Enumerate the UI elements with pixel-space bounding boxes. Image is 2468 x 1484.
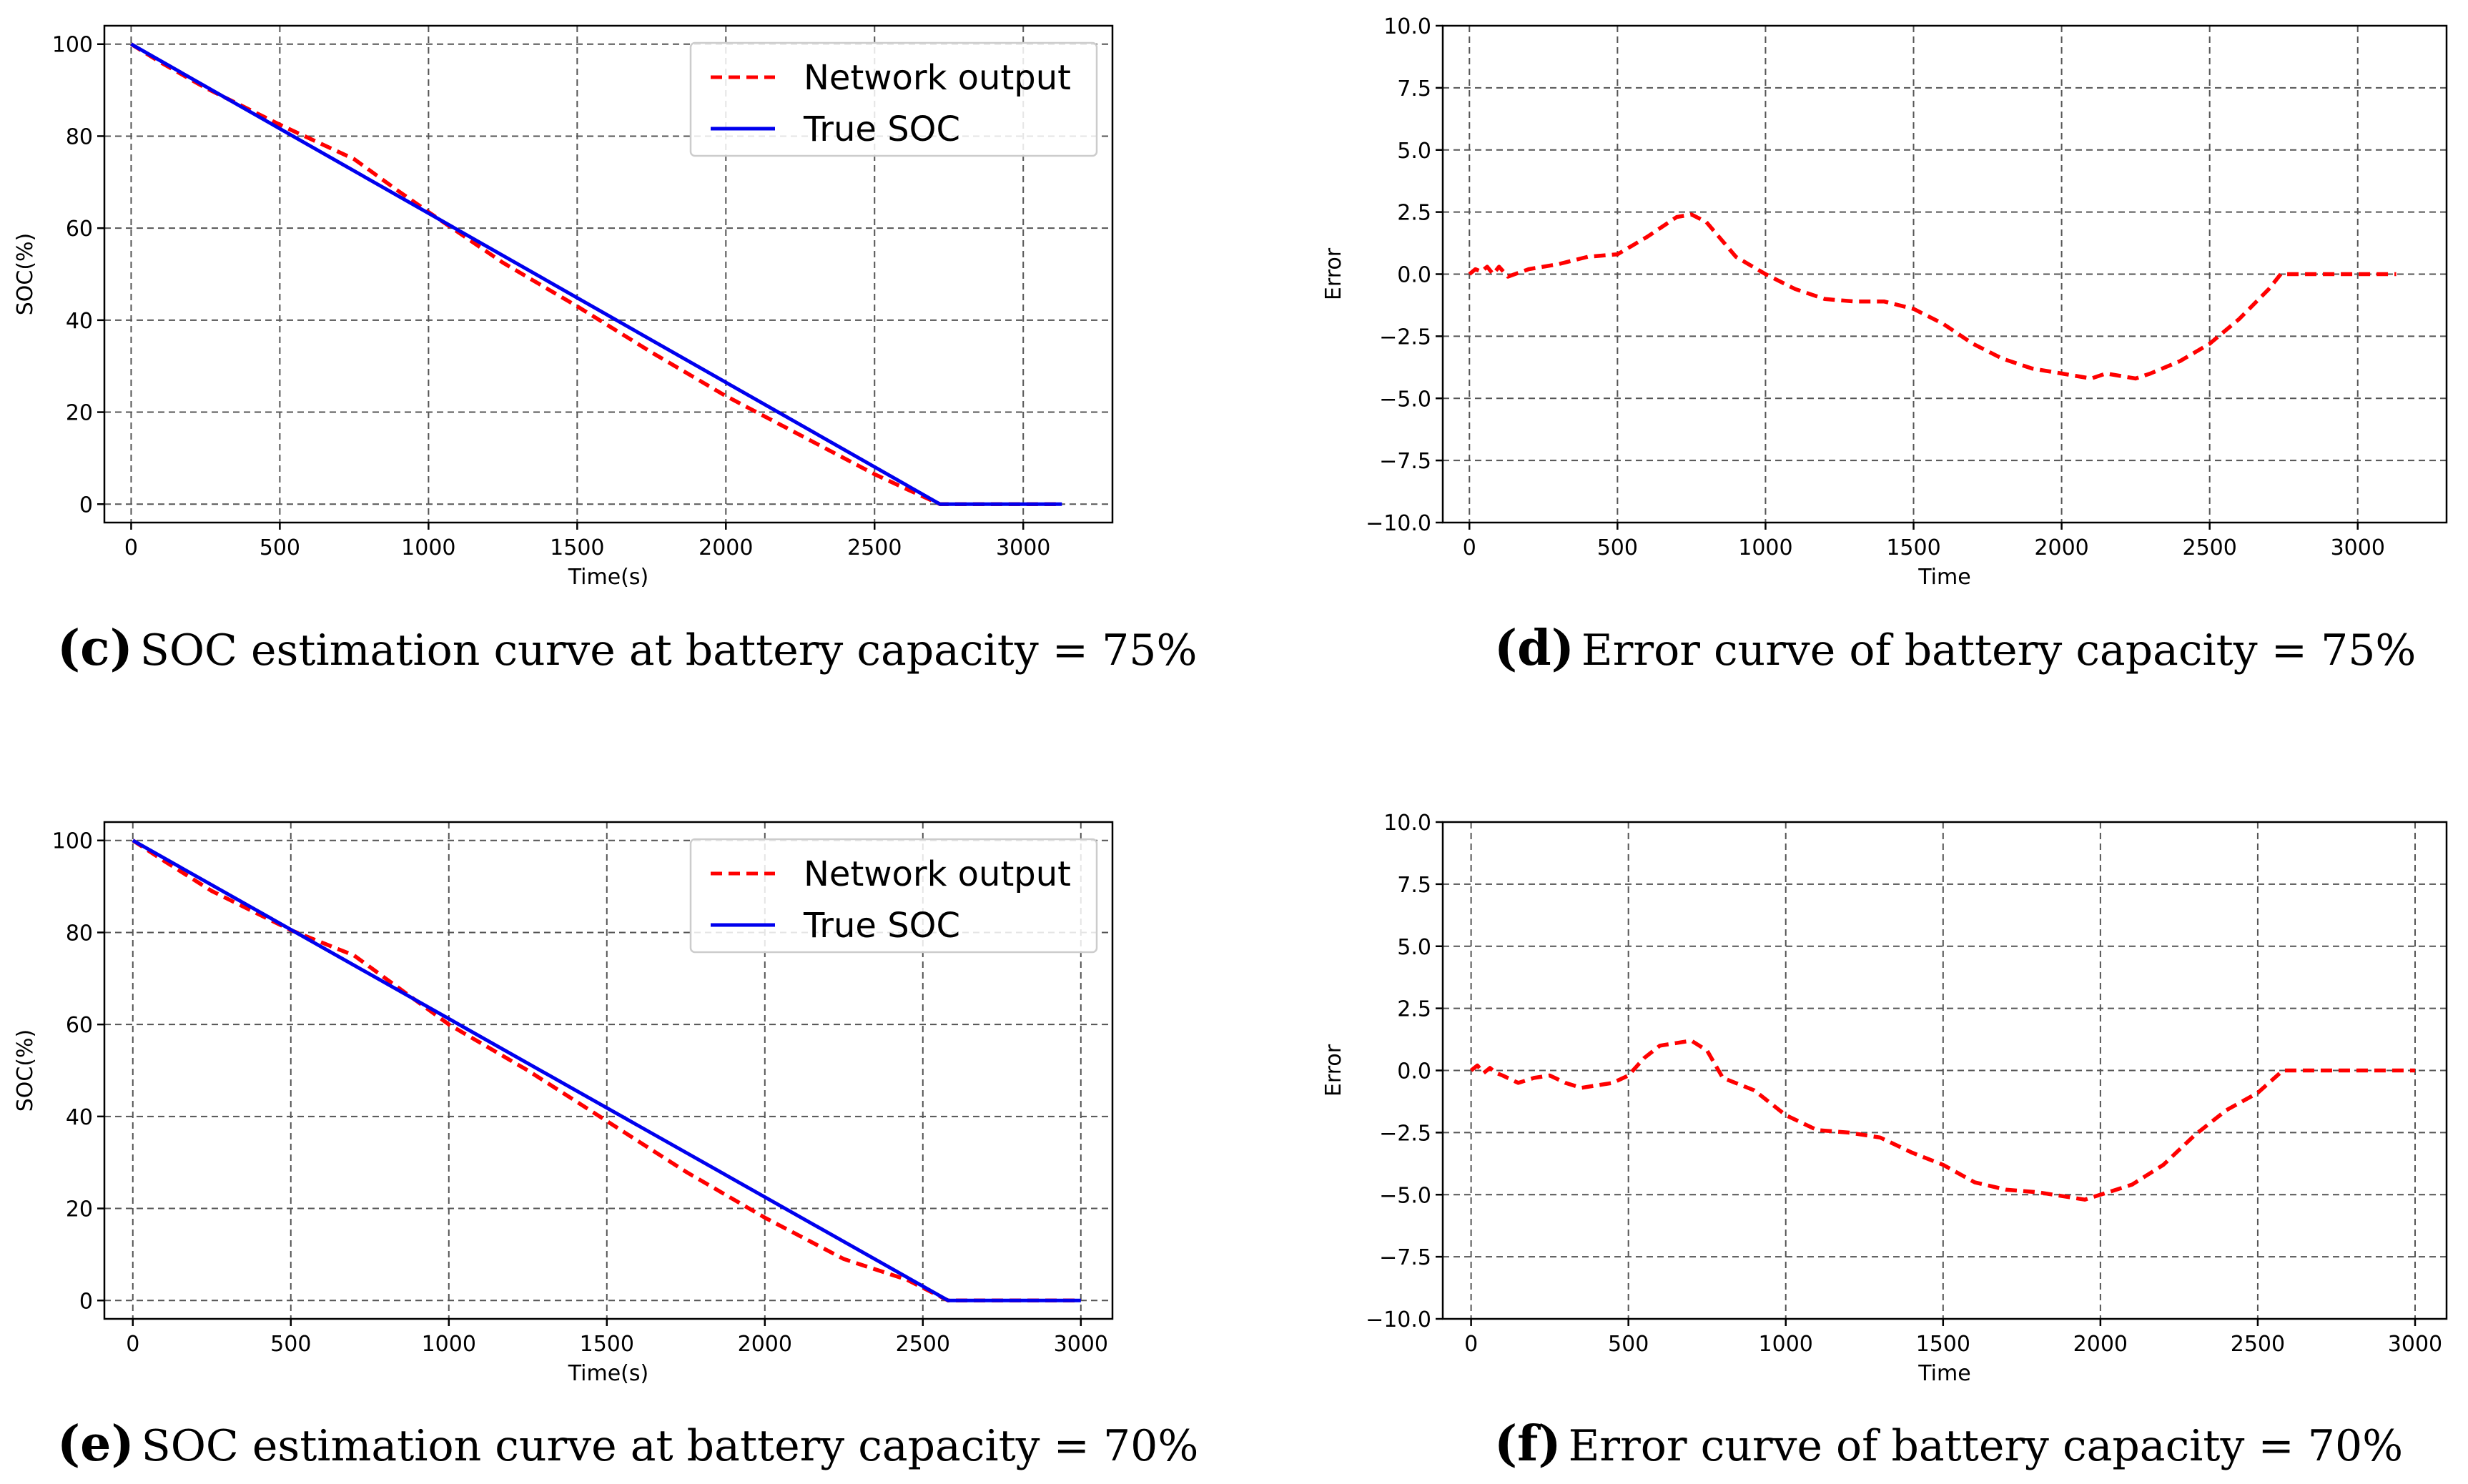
- y-tick-label: 7.5: [1397, 76, 1431, 102]
- panel-e-soc-70: 0 500 1000 1500 2000 2500 3000 0 20 40 60 80 100 Time…: [13, 821, 1198, 1473]
- x-tick-label: 0: [1464, 1332, 1478, 1357]
- y-tick-label: 10.0: [1383, 14, 1431, 39]
- y-tick-label: −2.5: [1379, 1121, 1431, 1146]
- x-tick-label: 1500: [550, 535, 604, 560]
- y-tick-label: 60: [66, 1013, 93, 1038]
- y-tick-label: 7.5: [1397, 873, 1431, 898]
- y-tick-label: 0.0: [1397, 1059, 1431, 1084]
- y-axis-label: Error: [1321, 1044, 1346, 1097]
- y-tick-label: −5.0: [1379, 387, 1431, 412]
- y-axis-label: SOC(%): [13, 1029, 38, 1112]
- y-tick-label: 80: [66, 921, 93, 946]
- y-tick-label: 10.0: [1383, 811, 1431, 836]
- x-tick-label: 1500: [1916, 1332, 1970, 1357]
- legend-box: [689, 41, 1098, 157]
- caption-letter: (f): [1494, 1415, 1561, 1473]
- x-tick-label: 0: [126, 1332, 139, 1357]
- y-tick-label: 2.5: [1397, 997, 1431, 1022]
- panel-caption: (d) Error curve of battery capacity = 75%: [1494, 620, 2416, 677]
- x-tick-label: 2500: [2182, 535, 2236, 560]
- y-axis-label: SOC(%): [13, 233, 38, 316]
- caption-text: SOC estimation curve at battery capacity…: [142, 1421, 1199, 1471]
- x-tick-label: 3000: [1054, 1332, 1108, 1357]
- y-tick-label: 20: [66, 401, 93, 426]
- x-tick-label: 1000: [422, 1332, 476, 1357]
- x-axis-label: Time(s): [568, 1361, 648, 1386]
- x-tick-label: 500: [260, 535, 300, 560]
- y-tick-label: 2.5: [1397, 201, 1431, 226]
- error-line: [1469, 1039, 2415, 1202]
- x-tick-label: 1000: [1759, 1332, 1813, 1357]
- error-line: [1468, 212, 2397, 381]
- y-tick-label: 5.0: [1397, 139, 1431, 164]
- legend-network-output-label: Network output: [804, 854, 1071, 894]
- x-tick-label: 0: [1463, 535, 1476, 560]
- y-tick-label: 60: [66, 217, 93, 242]
- panel-caption: (e) SOC estimation curve at battery capac…: [57, 1415, 1198, 1473]
- x-axis-label: Time: [1917, 1361, 1970, 1386]
- y-tick-label: 100: [52, 829, 93, 854]
- y-tick-label: 0.0: [1397, 263, 1431, 288]
- y-tick-label: 20: [66, 1197, 93, 1222]
- x-tick-label: 1000: [1738, 535, 1792, 560]
- panel-f-error-70: 0 500 1000 1500 2000 2500 3000 −10.0 −7.5 −5.0 −2.…: [1321, 811, 2448, 1473]
- x-tick-label: 2000: [2073, 1332, 2128, 1357]
- x-tick-label: 0: [124, 535, 138, 560]
- x-tick-label: 2000: [2034, 535, 2088, 560]
- panel-caption: (f) Error curve of battery capacity = 70%: [1494, 1415, 2403, 1473]
- x-tick-label: 2000: [699, 535, 753, 560]
- y-tick-label: −7.5: [1379, 449, 1431, 474]
- x-tick-label: 2500: [847, 535, 902, 560]
- caption-letter: (c): [57, 620, 133, 677]
- y-tick-label: 0: [79, 1289, 93, 1314]
- x-tick-label: 500: [1608, 1332, 1649, 1357]
- y-tick-label: 5.0: [1397, 935, 1431, 960]
- network-output-line: [129, 42, 1062, 507]
- y-tick-label: −5.0: [1379, 1183, 1431, 1208]
- x-tick-label: 500: [270, 1332, 311, 1357]
- y-tick-label: −2.5: [1379, 325, 1431, 350]
- y-tick-label: 40: [66, 1105, 93, 1130]
- x-tick-label: 1500: [1886, 535, 1940, 560]
- x-tick-label: 3000: [2331, 535, 2385, 560]
- x-tick-label: 1500: [580, 1332, 634, 1357]
- true-soc-line: [130, 42, 1062, 506]
- true-soc-line: [132, 839, 1081, 1302]
- x-tick-label: 3000: [2388, 1332, 2442, 1357]
- x-tick-label: 500: [1597, 535, 1638, 560]
- x-tick-label: 3000: [996, 535, 1050, 560]
- plot-frame: [103, 24, 1114, 524]
- y-tick-label: −10.0: [1366, 511, 1431, 536]
- x-tick-label: 2500: [2231, 1332, 2285, 1357]
- y-tick-label: 0: [79, 493, 93, 518]
- caption-letter: (d): [1494, 620, 1574, 677]
- panel-c-soc-75: 0 500 1000 1500 2000 2500 3000 0 20 40 60 80 100 Time…: [13, 24, 1198, 677]
- y-tick-label: 100: [52, 33, 93, 58]
- caption-text: Error curve of battery capacity = 70%: [1569, 1421, 2404, 1471]
- caption-text: SOC estimation curve at battery capacity…: [140, 625, 1198, 676]
- x-tick-label: 2500: [896, 1332, 950, 1357]
- y-axis-label: Error: [1321, 247, 1346, 300]
- y-tick-label: 40: [66, 309, 93, 334]
- legend-box: [689, 838, 1098, 954]
- y-tick-label: −7.5: [1379, 1245, 1431, 1270]
- caption-letter: (e): [57, 1415, 134, 1473]
- plot-frame: [103, 821, 1114, 1320]
- x-tick-label: 2000: [738, 1332, 792, 1357]
- legend-true-soc-label: True SOC: [803, 109, 960, 149]
- panel-caption: (c) SOC estimation curve at battery capac…: [57, 620, 1198, 677]
- y-tick-label: −10.0: [1366, 1307, 1431, 1332]
- x-axis-label: Time: [1917, 565, 1970, 590]
- caption-text: Error curve of battery capacity = 75%: [1581, 625, 2417, 676]
- panel-d-error-75: 0 500 1000 1500 2000 2500 3000 −10.0 −7.5 −5.0 −2.…: [1321, 14, 2448, 677]
- legend-true-soc-label: True SOC: [803, 906, 960, 946]
- x-axis-label: Time(s): [568, 565, 648, 590]
- x-tick-label: 1000: [401, 535, 455, 560]
- y-tick-label: 80: [66, 124, 93, 149]
- legend-network-output-label: Network output: [804, 58, 1071, 98]
